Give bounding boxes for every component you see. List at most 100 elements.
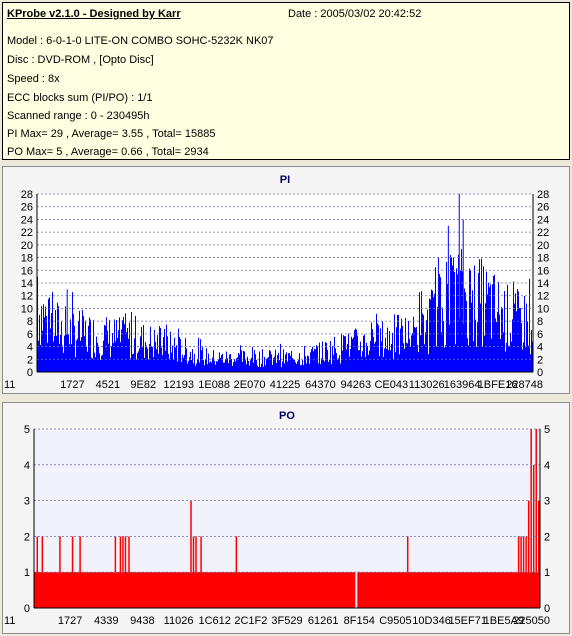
data-bar <box>302 360 303 372</box>
data-bar <box>277 355 278 372</box>
data-bar <box>397 314 398 372</box>
data-bar <box>346 349 347 372</box>
x-tick-label: 11026 <box>164 615 194 627</box>
data-bar <box>535 429 537 608</box>
chart-title: PO <box>279 410 295 422</box>
data-bar <box>316 345 317 372</box>
data-bar <box>224 362 225 372</box>
data-bar <box>517 289 518 372</box>
data-bar <box>278 352 279 372</box>
data-bar <box>119 317 120 372</box>
data-bar <box>294 359 295 372</box>
data-bar <box>200 339 201 372</box>
data-bar <box>351 336 352 372</box>
data-bar <box>325 342 326 372</box>
data-bar <box>311 349 312 372</box>
data-bar <box>69 344 70 372</box>
x-tick-label: 11 <box>4 379 15 391</box>
data-bar <box>386 348 387 372</box>
y-tick-left: 4 <box>24 460 30 472</box>
x-tick-label: 1C612 <box>199 615 231 627</box>
data-bar <box>152 346 153 372</box>
data-bar <box>225 359 226 372</box>
data-bar <box>89 317 90 372</box>
data-bar <box>154 329 155 372</box>
data-bar <box>490 284 491 372</box>
data-bar <box>375 341 376 372</box>
data-bar <box>370 340 371 372</box>
data-bar <box>48 298 49 372</box>
data-bar <box>171 352 172 372</box>
data-bar <box>500 339 501 372</box>
data-bar <box>293 359 294 372</box>
data-bar <box>217 361 218 372</box>
x-tick-label: 228748 <box>506 379 543 391</box>
data-bar <box>52 291 53 372</box>
data-bar <box>234 359 235 372</box>
data-bar <box>256 360 257 372</box>
y-tick-left: 16 <box>21 265 33 277</box>
data-bar <box>461 249 462 372</box>
range-line: Scanned range : 0 - 230495h <box>7 110 150 122</box>
po-chart-panel: PO 0 0 1 1 2 2 3 3 4 4 5 5 11 1727 4339 9438 11026 1C612 2C… <box>2 402 570 634</box>
data-bar <box>254 350 255 372</box>
data-bar <box>191 359 192 372</box>
y-tick-right: 4 <box>544 460 550 472</box>
data-bar <box>235 536 238 608</box>
x-tick-label: 4339 <box>94 615 118 627</box>
y-tick-right: 10 <box>537 303 549 315</box>
data-bar <box>507 284 508 372</box>
data-bar <box>455 344 456 372</box>
data-bar <box>519 307 520 372</box>
data-bar <box>392 332 393 372</box>
data-bar <box>157 335 158 372</box>
data-bar <box>462 271 463 372</box>
data-bar <box>166 324 167 372</box>
data-bar <box>378 325 379 372</box>
data-bar <box>45 306 46 372</box>
data-bar <box>117 338 118 372</box>
data-bar <box>257 365 258 372</box>
data-bar <box>44 317 45 372</box>
data-bar <box>329 359 330 372</box>
data-bar <box>388 350 389 372</box>
data-bar <box>262 349 263 372</box>
data-bar <box>71 344 72 372</box>
data-bar <box>512 319 513 372</box>
data-bar <box>457 274 458 372</box>
data-bar <box>268 357 269 372</box>
data-bar <box>484 335 485 372</box>
data-bar <box>452 265 453 372</box>
data-bar <box>182 354 183 372</box>
data-bar <box>107 330 108 372</box>
data-bar <box>331 364 332 372</box>
data-bar <box>197 358 198 372</box>
data-bar <box>184 354 185 372</box>
data-bar <box>226 351 227 372</box>
data-bar <box>155 341 156 372</box>
data-bar <box>71 536 74 608</box>
data-bar <box>441 332 442 372</box>
data-bar <box>384 348 385 372</box>
data-bar <box>394 314 395 372</box>
data-bar <box>472 290 473 372</box>
data-bar <box>192 536 195 608</box>
data-bar <box>518 291 519 372</box>
data-bar <box>263 366 264 372</box>
data-bar <box>355 328 356 372</box>
data-bar <box>349 356 350 372</box>
data-bar <box>324 361 325 372</box>
data-bar <box>475 319 476 372</box>
data-bar <box>50 328 51 372</box>
data-bar <box>497 311 498 372</box>
data-bar <box>478 272 479 372</box>
data-bar <box>92 358 93 372</box>
data-bar <box>290 355 291 372</box>
data-bar <box>353 337 354 372</box>
data-bar <box>151 346 152 372</box>
data-bar <box>524 296 525 372</box>
data-bar <box>194 353 195 372</box>
data-bar <box>137 353 138 372</box>
data-bar <box>460 270 461 372</box>
